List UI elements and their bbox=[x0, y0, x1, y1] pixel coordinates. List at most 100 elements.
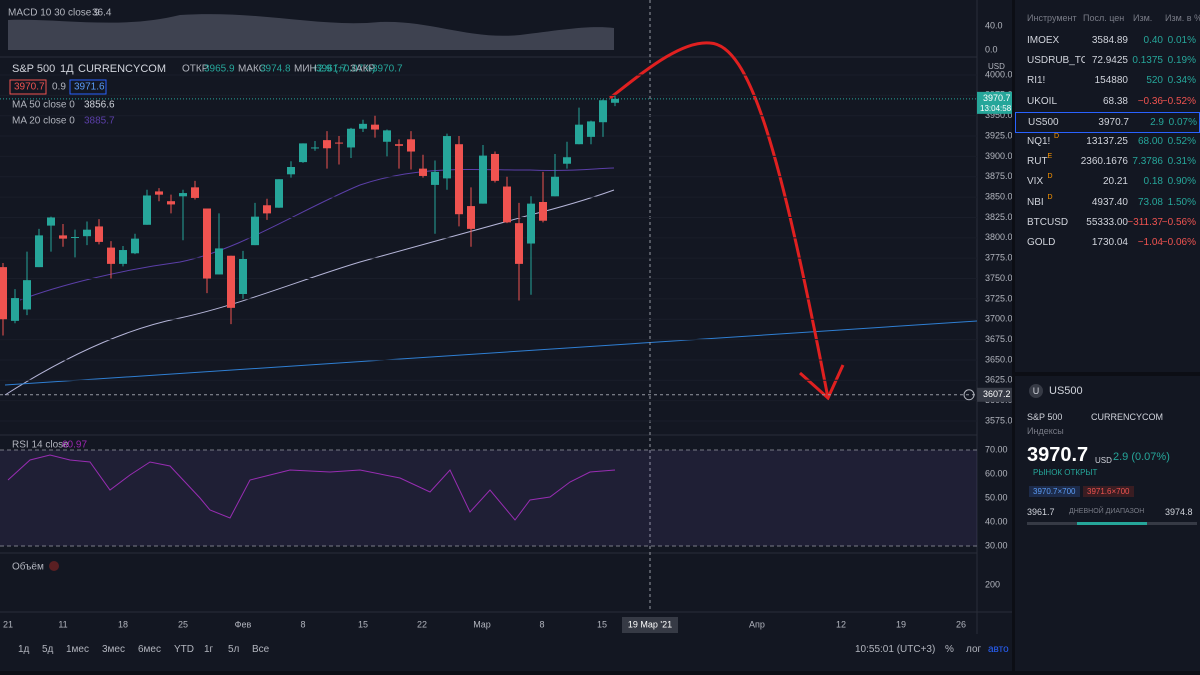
range-button[interactable]: 1мес bbox=[66, 644, 89, 655]
watchlist-row[interactable]: RUT E 2360.1676 7.3786 0.31% bbox=[1015, 152, 1198, 171]
ma50-value: 3856.6 bbox=[84, 100, 115, 111]
last-price: 1730.04 bbox=[1091, 237, 1128, 248]
range-button[interactable]: YTD bbox=[174, 644, 194, 655]
add-button[interactable] bbox=[963, 389, 975, 401]
candle-body bbox=[539, 202, 547, 221]
exchange: CURRENCYCOM bbox=[1091, 412, 1163, 422]
candle-body bbox=[479, 155, 487, 204]
range-button[interactable]: 3мес bbox=[102, 644, 125, 655]
right-panel: U US500 S&P 500 CURRENCYCOM Индексы 3970.7 USD… bbox=[1015, 0, 1200, 671]
candle-body bbox=[23, 280, 31, 310]
y-tick-label: 3675.0 bbox=[985, 334, 1012, 344]
watchlist-row[interactable]: GOLD 1730.04 −1.04 −0.06% bbox=[1015, 233, 1198, 252]
candle-body bbox=[227, 255, 235, 308]
status: РЫНОК ОТКРЫТ bbox=[1033, 468, 1098, 477]
watchlist-row[interactable]: BTCUSD 55333.00 −311.37 −0.56% bbox=[1015, 213, 1198, 232]
symbol: NBI bbox=[1027, 196, 1044, 208]
watchlist-row[interactable]: RI1! 154880 520 0.34% bbox=[1015, 71, 1198, 90]
change: −311.37 bbox=[1127, 216, 1163, 228]
candle-body bbox=[587, 121, 595, 137]
change: 7.3786 bbox=[1132, 156, 1163, 168]
change-percent: 0.01% bbox=[1167, 35, 1196, 46]
change-percent: 0.19% bbox=[1167, 55, 1196, 67]
rsi-line bbox=[7, 454, 616, 521]
candle-body bbox=[239, 258, 247, 294]
x-tick-label: Мар bbox=[473, 619, 491, 629]
candle-body bbox=[443, 136, 451, 179]
y-tick-label: 3575.0 bbox=[985, 415, 1012, 425]
flag: E bbox=[1047, 153, 1053, 161]
symbol: UKOIL bbox=[1027, 95, 1058, 107]
volume-tick-label: 200 bbox=[985, 579, 1000, 589]
watchlist-row[interactable]: US500 3970.7 2.9 0.07% bbox=[1015, 111, 1200, 133]
candle-body bbox=[515, 223, 523, 264]
watchlist-row[interactable]: VIX D 20.21 0.18 0.90% bbox=[1015, 172, 1198, 191]
watchlist-row[interactable]: UKOIL 68.38 −0.36 −0.52% bbox=[1015, 92, 1198, 111]
bid-box[interactable] bbox=[9, 79, 47, 95]
x-tick-label: 15 bbox=[597, 619, 607, 629]
scale-option[interactable]: % bbox=[945, 644, 954, 655]
symbol: USDRUB_TOM bbox=[1027, 55, 1085, 67]
range-button[interactable]: Все bbox=[252, 644, 270, 655]
candle-body bbox=[0, 267, 7, 320]
range-button[interactable]: 1г bbox=[204, 644, 214, 655]
change: 0.1375 bbox=[1132, 55, 1163, 67]
scale-option[interactable]: лог bbox=[966, 644, 982, 655]
last-price: 3584.89 bbox=[1091, 35, 1128, 46]
clock: 10:55:01 (UTC+3) bbox=[855, 644, 936, 655]
range-button[interactable]: 5л bbox=[228, 644, 240, 655]
watchlist-row[interactable]: NBI D 4937.40 73.08 1.50% bbox=[1015, 193, 1198, 212]
candle-body bbox=[119, 250, 127, 264]
ask: 3971.6×700 bbox=[1083, 486, 1134, 497]
spread: 0.9 bbox=[52, 82, 66, 93]
last-price-label: 3970.7 bbox=[983, 93, 1011, 103]
column-header: Изм. в % bbox=[1165, 13, 1200, 23]
range-button[interactable]: 5д bbox=[42, 644, 54, 655]
watchlist-row[interactable]: USDRUB_TOM 72.9425 0.1375 0.19% bbox=[1015, 51, 1198, 70]
candle-body bbox=[407, 139, 415, 152]
change: 73.08 bbox=[1137, 196, 1163, 208]
exchange: CURRENCYCOM bbox=[78, 63, 166, 75]
candle-body bbox=[215, 248, 223, 275]
range-label: ДНЕВНОЙ ДИАПАЗОН bbox=[1069, 508, 1145, 515]
symbol: IMOEX bbox=[1027, 35, 1060, 46]
ask-box[interactable] bbox=[69, 79, 107, 95]
price: 3970.7 bbox=[1027, 444, 1089, 466]
candle-body bbox=[71, 237, 79, 239]
last-price: 68.38 bbox=[1102, 95, 1128, 107]
x-tick-label: 8 bbox=[539, 619, 544, 629]
x-tick-label: 19 bbox=[896, 619, 906, 629]
candle-body bbox=[323, 140, 331, 149]
change: 2.9 (0.07%) bbox=[1113, 451, 1170, 463]
last-price: 154880 bbox=[1094, 75, 1128, 87]
column-header: Инструмент bbox=[1027, 13, 1077, 23]
x-tick-label: 22 bbox=[417, 619, 427, 629]
y-tick-label: 3825.0 bbox=[985, 212, 1012, 222]
symbol: BTCUSD bbox=[1027, 216, 1069, 228]
candle-body bbox=[551, 176, 559, 197]
candle-body bbox=[527, 203, 535, 244]
watchlist-row[interactable]: IMOEX 3584.89 0.40 0.01% bbox=[1015, 31, 1198, 50]
change-percent: 0.34% bbox=[1167, 75, 1196, 87]
volume-warning[interactable] bbox=[49, 561, 59, 571]
candle-body bbox=[47, 217, 55, 226]
candle-body bbox=[491, 153, 499, 181]
background bbox=[0, 0, 1012, 634]
y-tick-label: 3700.0 bbox=[985, 314, 1012, 324]
rsi-tick-label: 60.00 bbox=[985, 468, 1008, 478]
currency: USD bbox=[988, 62, 1005, 71]
range-button[interactable]: 6мес bbox=[138, 644, 161, 655]
range-button[interactable]: 1д bbox=[18, 644, 30, 655]
symbol: RI1! bbox=[1027, 75, 1046, 87]
candle-body bbox=[179, 193, 187, 197]
last-price: 2360.1676 bbox=[1080, 156, 1128, 168]
drawn-arrow bbox=[609, 41, 830, 399]
x-tick-label: 25 bbox=[178, 619, 188, 629]
high: 3974.8 bbox=[1165, 507, 1193, 517]
scale-option[interactable]: авто bbox=[988, 644, 1009, 655]
x-tick-label: 8 bbox=[300, 619, 305, 629]
watchlist-row[interactable]: NQ1! D 13137.25 68.00 0.52% bbox=[1015, 132, 1198, 151]
symbol: VIX bbox=[1027, 176, 1044, 188]
volume-label: Объём bbox=[12, 561, 44, 573]
